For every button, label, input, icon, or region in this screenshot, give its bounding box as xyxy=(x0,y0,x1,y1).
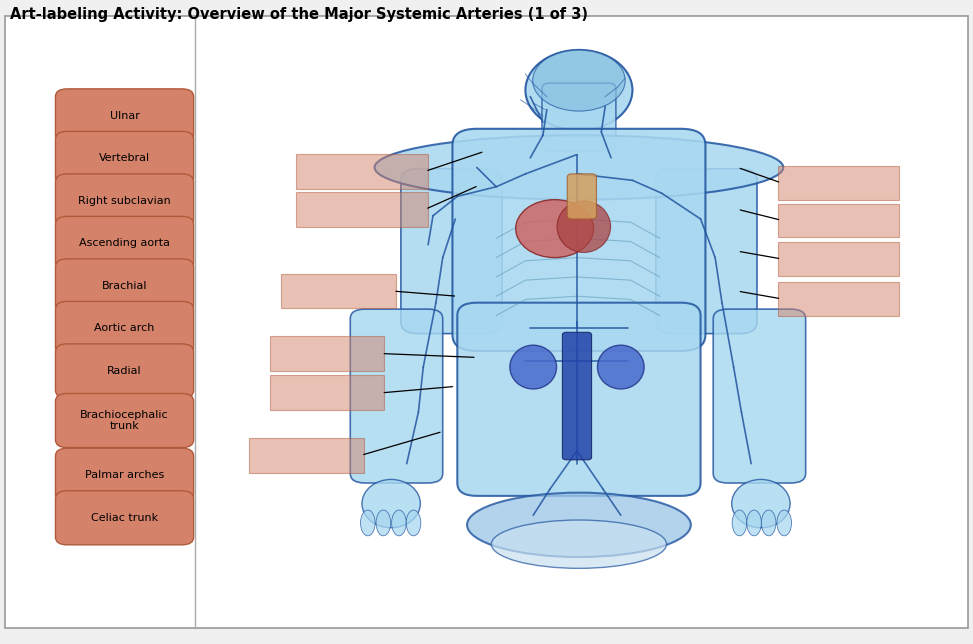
FancyBboxPatch shape xyxy=(452,129,705,351)
Ellipse shape xyxy=(747,510,762,536)
FancyBboxPatch shape xyxy=(55,259,194,313)
Ellipse shape xyxy=(467,493,691,557)
Ellipse shape xyxy=(391,510,407,536)
FancyBboxPatch shape xyxy=(562,332,592,460)
Text: Celiac trunk: Celiac trunk xyxy=(91,513,158,523)
FancyBboxPatch shape xyxy=(778,282,899,316)
FancyBboxPatch shape xyxy=(778,204,899,237)
FancyBboxPatch shape xyxy=(542,83,616,151)
FancyBboxPatch shape xyxy=(281,274,396,308)
FancyBboxPatch shape xyxy=(778,166,899,200)
Text: Aortic arch: Aortic arch xyxy=(94,323,155,334)
Ellipse shape xyxy=(732,479,790,528)
Text: Right subclavian: Right subclavian xyxy=(78,196,171,206)
Ellipse shape xyxy=(557,201,611,252)
Ellipse shape xyxy=(733,510,747,536)
Text: Ulnar: Ulnar xyxy=(110,111,139,121)
FancyBboxPatch shape xyxy=(55,89,194,143)
Ellipse shape xyxy=(491,520,667,569)
Ellipse shape xyxy=(375,135,783,200)
FancyBboxPatch shape xyxy=(457,303,701,496)
Text: Ascending aorta: Ascending aorta xyxy=(79,238,170,249)
Ellipse shape xyxy=(762,510,776,536)
Text: Palmar arches: Palmar arches xyxy=(85,470,164,480)
Text: Radial: Radial xyxy=(107,366,142,376)
FancyBboxPatch shape xyxy=(270,336,384,371)
Ellipse shape xyxy=(516,200,594,258)
FancyBboxPatch shape xyxy=(55,393,194,448)
FancyBboxPatch shape xyxy=(567,174,596,219)
Text: Vertebral: Vertebral xyxy=(99,153,150,164)
Ellipse shape xyxy=(407,510,420,536)
FancyBboxPatch shape xyxy=(55,131,194,185)
FancyBboxPatch shape xyxy=(296,192,428,227)
FancyBboxPatch shape xyxy=(55,174,194,228)
FancyBboxPatch shape xyxy=(713,309,806,483)
FancyBboxPatch shape xyxy=(55,491,194,545)
FancyBboxPatch shape xyxy=(249,438,364,473)
FancyBboxPatch shape xyxy=(778,242,899,276)
Ellipse shape xyxy=(597,345,644,389)
FancyBboxPatch shape xyxy=(270,375,384,410)
Ellipse shape xyxy=(525,50,632,130)
Text: Brachiocephalic
trunk: Brachiocephalic trunk xyxy=(80,410,169,431)
Ellipse shape xyxy=(777,510,792,536)
Ellipse shape xyxy=(376,510,391,536)
FancyBboxPatch shape xyxy=(55,344,194,398)
Text: Art-labeling Activity: Overview of the Major Systemic Arteries (1 of 3): Art-labeling Activity: Overview of the M… xyxy=(10,6,588,22)
FancyBboxPatch shape xyxy=(350,309,443,483)
FancyBboxPatch shape xyxy=(296,154,428,189)
FancyBboxPatch shape xyxy=(5,16,968,628)
FancyBboxPatch shape xyxy=(55,448,194,502)
FancyBboxPatch shape xyxy=(55,301,194,355)
Ellipse shape xyxy=(362,479,420,528)
Ellipse shape xyxy=(360,510,376,536)
Ellipse shape xyxy=(533,50,625,111)
Text: Brachial: Brachial xyxy=(102,281,147,291)
FancyBboxPatch shape xyxy=(55,216,194,270)
Ellipse shape xyxy=(510,345,557,389)
FancyBboxPatch shape xyxy=(401,169,502,334)
FancyBboxPatch shape xyxy=(656,169,757,334)
